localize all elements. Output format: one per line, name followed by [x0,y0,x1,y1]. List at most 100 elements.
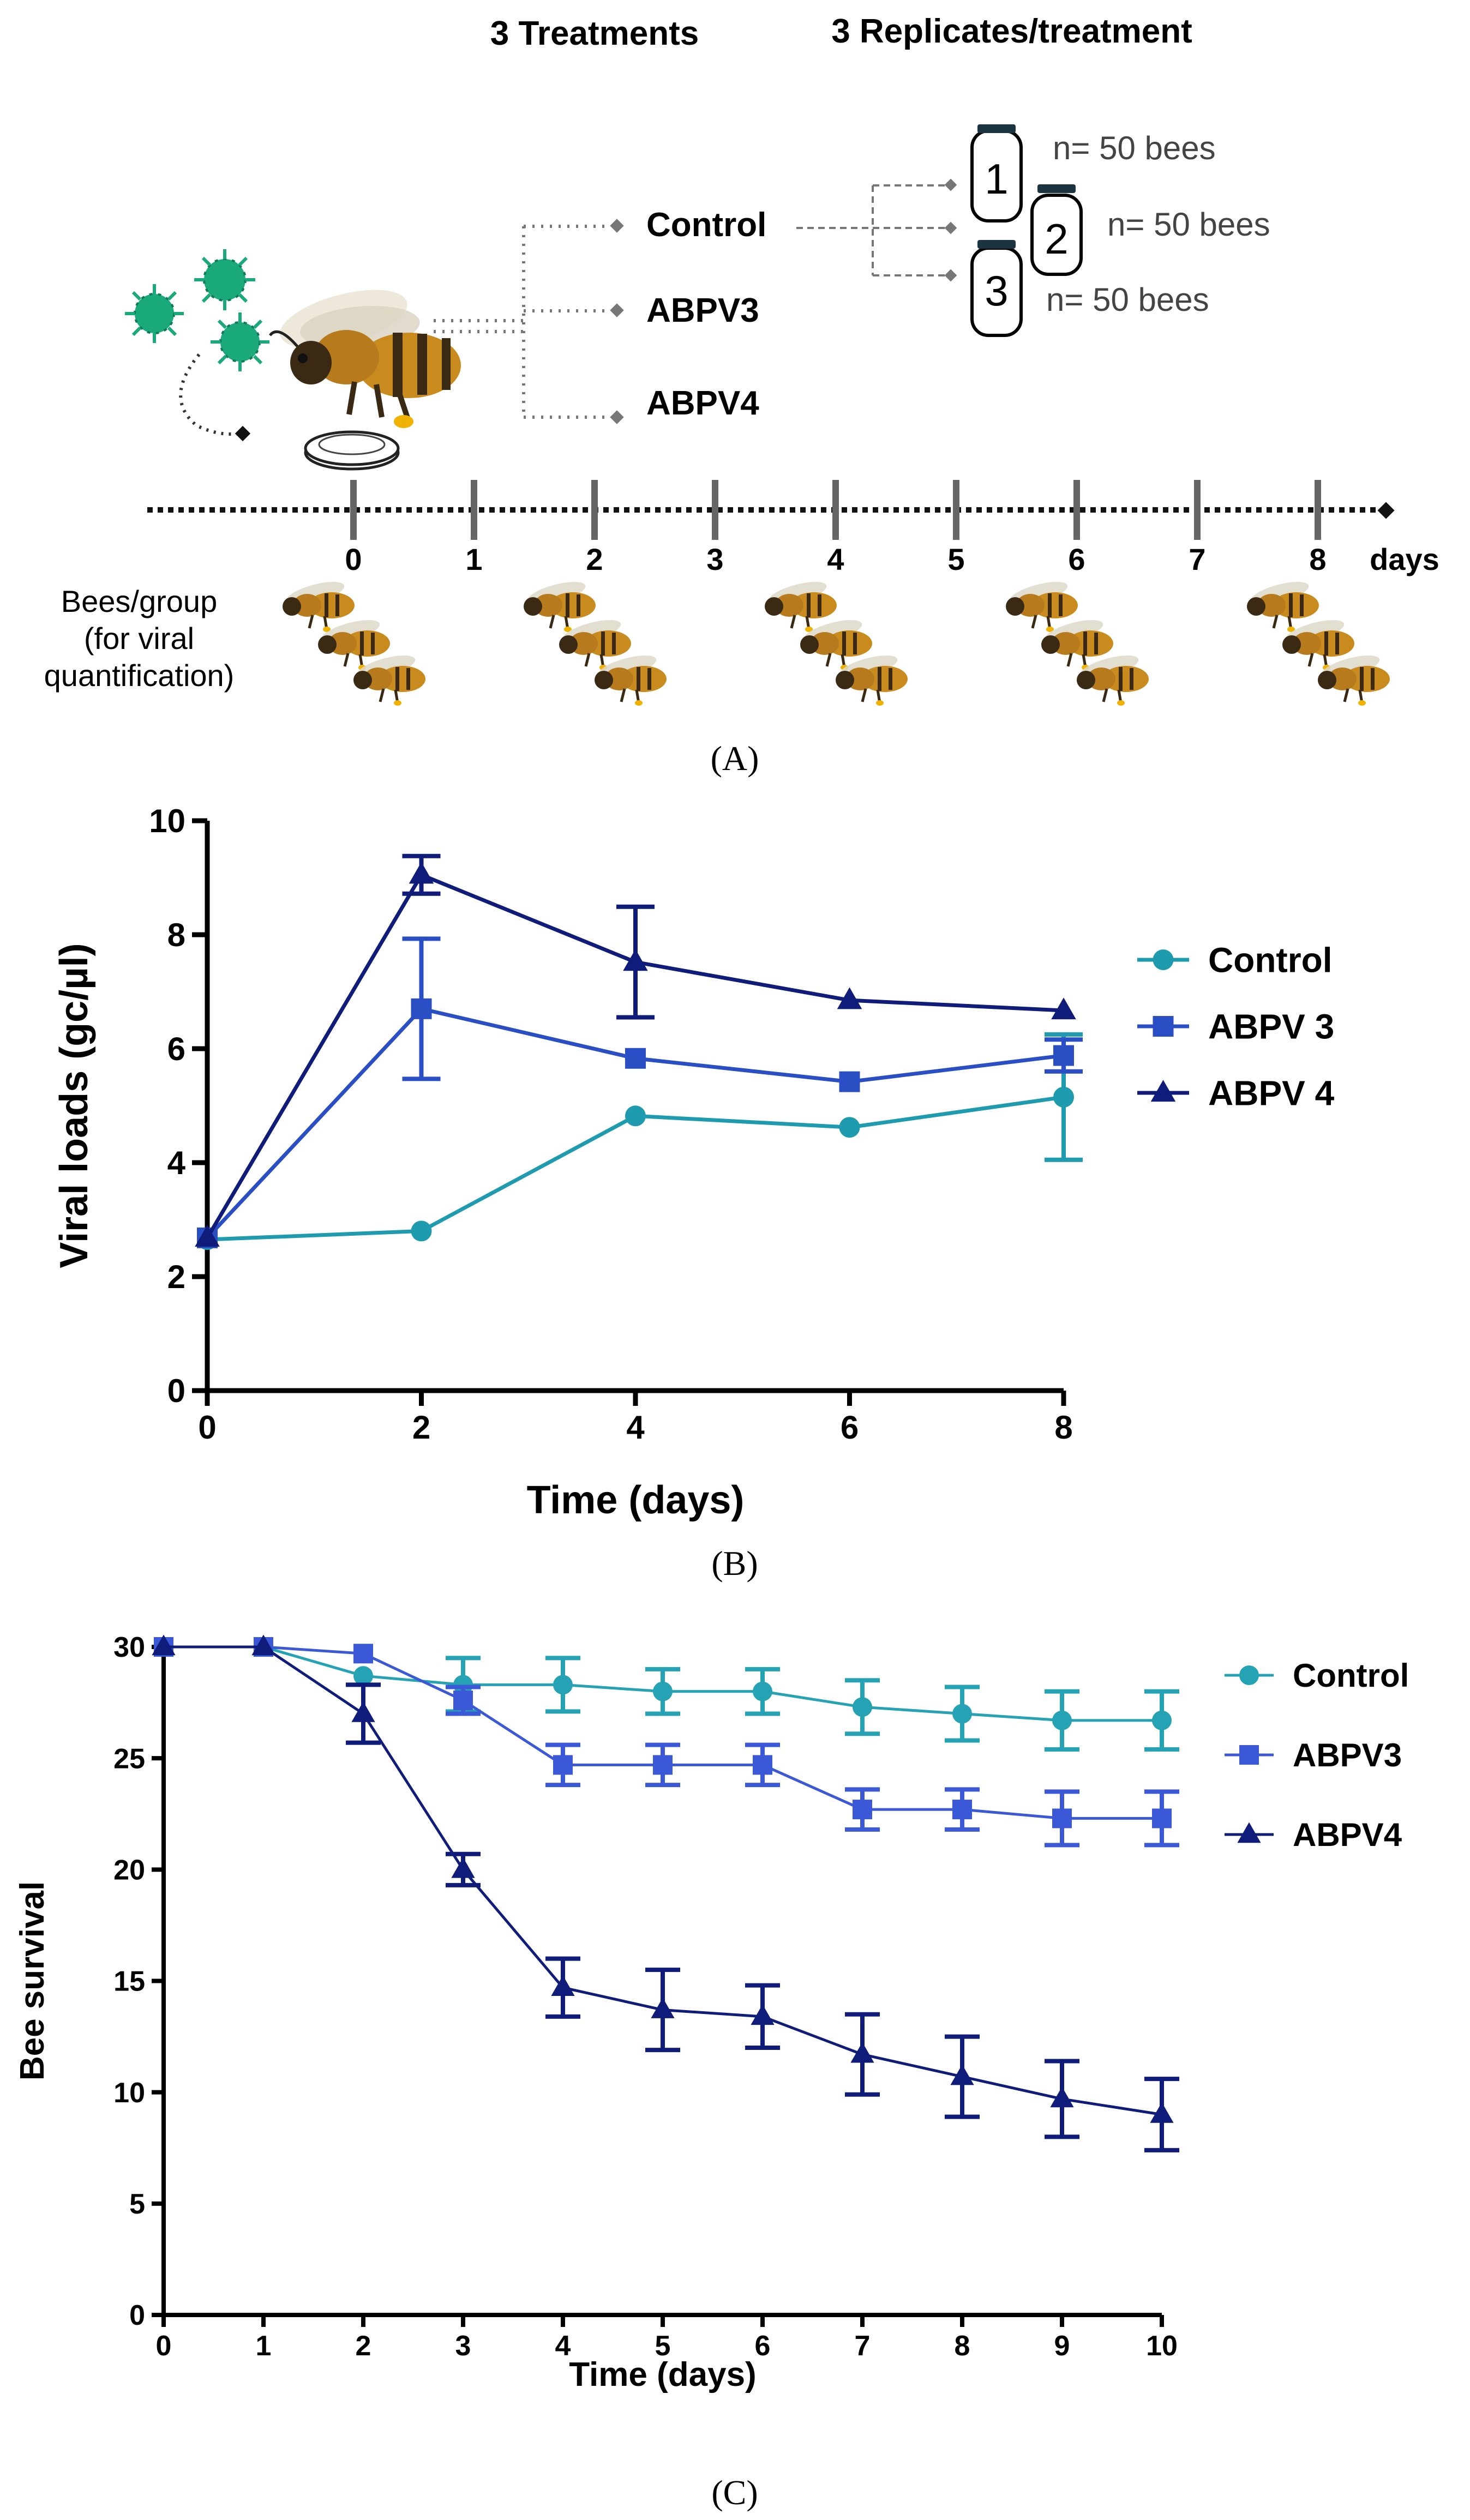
data-point [353,1644,373,1664]
legend-item: Control [1137,940,1333,979]
legend-marker [1150,1080,1176,1102]
series-abpv-3 [197,936,1083,1248]
petri-dish-icon [304,430,400,471]
legend-item: ABPV3 [1225,1737,1402,1773]
timeline-day-label: 8 [1309,542,1326,576]
timeline-day-label: 7 [1189,542,1205,576]
data-point [1053,1045,1074,1066]
data-point [411,998,432,1019]
data-point [553,1675,573,1695]
y-tick-label: 10 [113,2077,145,2109]
legend-label: ABPV 4 [1208,1073,1335,1112]
data-point [453,1675,473,1695]
legend-label: ABPV3 [1293,1737,1402,1773]
data-point [1150,2102,1174,2123]
legend-label: Control [1208,940,1333,979]
data-point [853,1800,872,1820]
data-point [751,2004,775,2025]
data-point [411,1220,432,1242]
branch-arrowheads [610,219,624,424]
series-control [154,1637,1179,1752]
caption-a: (A) [711,739,759,778]
bee-group-icon [765,581,908,706]
data-point [651,1998,675,2018]
series-abpv4 [152,1634,1179,2152]
y-axis-label: Bee survival [14,1881,51,2080]
data-point [853,1697,872,1717]
legend-item: Control [1225,1657,1409,1694]
timeline-day-label: 0 [345,542,362,576]
legend-label: ABPV4 [1293,1817,1402,1853]
data-point [1152,1710,1172,1730]
timeline-day-label: 4 [827,542,844,576]
x-tick-label: 0 [198,1409,216,1446]
data-point [753,1755,772,1775]
series-abpv-4 [195,853,1076,1247]
data-point [837,987,862,1009]
data-point [1052,1808,1072,1829]
legend-label: Control [1293,1657,1409,1694]
bees-label-line3: quantification) [44,658,235,693]
arrow-head-icon [235,425,251,442]
x-tick-label: 4 [555,2330,571,2362]
x-tick-label: 3 [455,2330,471,2362]
data-point [950,2064,974,2085]
legend-marker [1239,1745,1259,1765]
treatment-branches [434,225,611,419]
bee-group-icon [283,581,425,706]
bees-label-line1: Bees/group [61,584,217,618]
x-tick-label: 1 [256,2330,272,2362]
data-point [653,1681,673,1701]
virus-icon [125,249,269,371]
y-tick-label: 25 [113,1743,145,1775]
heading-treatments: 3 Treatments [490,15,699,52]
data-point [952,1704,972,1724]
y-tick-label: 6 [167,1031,185,1067]
data-point [451,1857,475,1878]
jar-icon-1: 1 [970,124,1023,222]
chart-caption: (B) [711,1544,758,1583]
x-tick-label: 5 [655,2330,671,2362]
data-point [839,1071,860,1092]
y-tick-label: 15 [113,1966,145,1998]
legend-label: ABPV 3 [1208,1007,1334,1046]
data-point [839,1117,860,1138]
jar-icon-3: 3 [970,240,1023,337]
legend-marker [1153,949,1174,970]
data-point [623,949,648,971]
x-axis-label: Time (days) [569,2356,756,2393]
bee-group-icon [524,581,667,706]
data-point [152,1634,176,1656]
x-tick-label: 8 [1054,1409,1072,1446]
data-point [195,1225,220,1247]
timeline-arrow-icon [1377,502,1395,519]
data-point [625,1105,646,1127]
panel-c-chart: 0 1 2 3 4 5 6 7 8 9 10 0 5 10 15 20 25 30 Time (days) Bee s… [14,1632,1409,2512]
data-point [553,1755,573,1775]
x-tick-label: 6 [755,2330,771,2362]
x-tick-label: 2 [412,1409,430,1446]
y-tick-label: 5 [129,2188,145,2220]
data-point [653,1755,673,1775]
y-tick-label: 30 [113,1632,145,1663]
data-point [1052,1710,1072,1730]
data-point [625,1048,646,1069]
legend-marker [1153,1016,1174,1037]
x-tick-label: 10 [1146,2330,1178,2362]
x-tick-label: 2 [356,2330,371,2362]
replicate-arrowheads [944,178,957,282]
timeline-unit: days [1370,542,1439,576]
data-point [353,1666,373,1686]
y-tick-label: 2 [167,1259,185,1295]
treatment-label-abpv4: ABPV4 [646,384,759,422]
y-axis-label: Viral loads (gc/µl) [52,943,96,1268]
data-point [850,2042,874,2063]
data-point [952,1800,972,1820]
replicate-count-3: n= 50 bees [1046,281,1209,318]
replicate-branches [796,184,946,276]
legend-item: ABPV4 [1225,1817,1402,1853]
data-point [251,1634,275,1656]
x-axis-label: Time (days) [527,1478,745,1522]
data-point [753,1681,772,1701]
y-tick-label: 10 [149,803,185,839]
